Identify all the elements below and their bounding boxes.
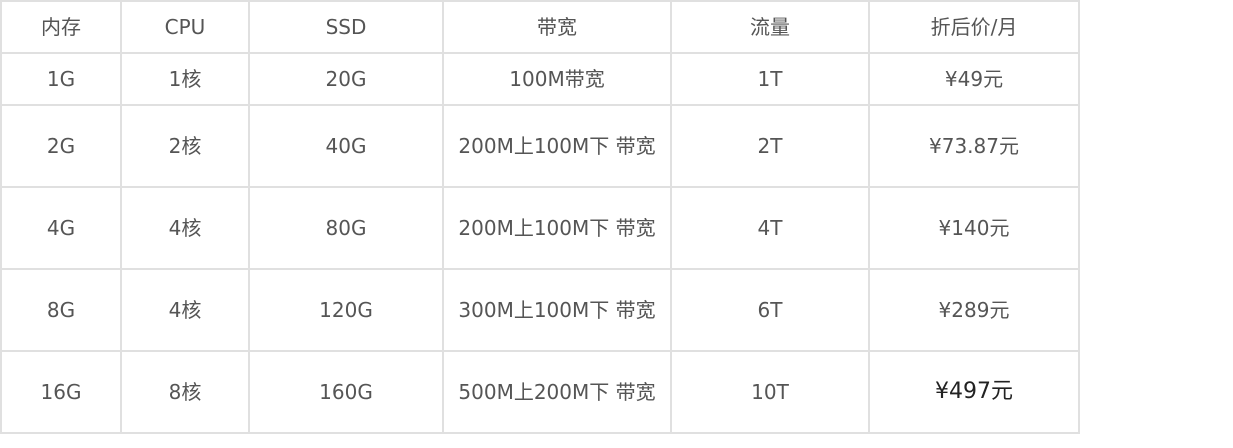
header-row: 内存 CPU SSD 带宽 流量 折后价/月 (0, 0, 1080, 54)
cell-memory: 16G (0, 350, 122, 434)
cell-memory: 1G (0, 52, 122, 106)
cell-cpu: 8核 (120, 350, 250, 434)
table-row: 1G 1核 20G 100M带宽 1T ¥49元 (0, 52, 1080, 106)
header-ssd: SSD (248, 0, 444, 54)
cell-traffic: 10T (670, 350, 870, 434)
cell-cpu: 1核 (120, 52, 250, 106)
cell-traffic: 1T (670, 52, 870, 106)
table-row: 16G 8核 160G 500M上200M下 带宽 10T ¥497元 (0, 350, 1080, 434)
cell-bandwidth: 100M带宽 (442, 52, 672, 106)
cell-price: ¥140元 (868, 186, 1080, 270)
cell-traffic: 4T (670, 186, 870, 270)
cell-price: ¥49元 (868, 52, 1080, 106)
header-memory: 内存 (0, 0, 122, 54)
header-price: 折后价/月 (868, 0, 1080, 54)
cell-price: ¥73.87元 (868, 104, 1080, 188)
cell-traffic: 6T (670, 268, 870, 352)
cell-ssd: 160G (248, 350, 444, 434)
cell-traffic: 2T (670, 104, 870, 188)
header-traffic: 流量 (670, 0, 870, 54)
cell-memory: 4G (0, 186, 122, 270)
cell-memory: 8G (0, 268, 122, 352)
cell-memory: 2G (0, 104, 122, 188)
cell-price: ¥497元 (868, 350, 1080, 434)
cell-cpu: 2核 (120, 104, 250, 188)
cell-bandwidth: 200M上100M下 带宽 (442, 104, 672, 188)
table-row: 8G 4核 120G 300M上100M下 带宽 6T ¥289元 (0, 268, 1080, 352)
cell-bandwidth: 500M上200M下 带宽 (442, 350, 672, 434)
cell-bandwidth: 300M上100M下 带宽 (442, 268, 672, 352)
cell-bandwidth: 200M上100M下 带宽 (442, 186, 672, 270)
table-row: 4G 4核 80G 200M上100M下 带宽 4T ¥140元 (0, 186, 1080, 270)
cell-ssd: 40G (248, 104, 444, 188)
cell-price: ¥289元 (868, 268, 1080, 352)
cell-ssd: 120G (248, 268, 444, 352)
cell-cpu: 4核 (120, 186, 250, 270)
pricing-table: 内存 CPU SSD 带宽 流量 折后价/月 1G 1核 20G 100M带宽 1T ¥49元 2G 2核… (0, 0, 1080, 434)
header-bandwidth: 带宽 (442, 0, 672, 54)
cell-ssd: 80G (248, 186, 444, 270)
table-row: 2G 2核 40G 200M上100M下 带宽 2T ¥73.87元 (0, 104, 1080, 188)
cell-ssd: 20G (248, 52, 444, 106)
header-cpu: CPU (120, 0, 250, 54)
cell-cpu: 4核 (120, 268, 250, 352)
